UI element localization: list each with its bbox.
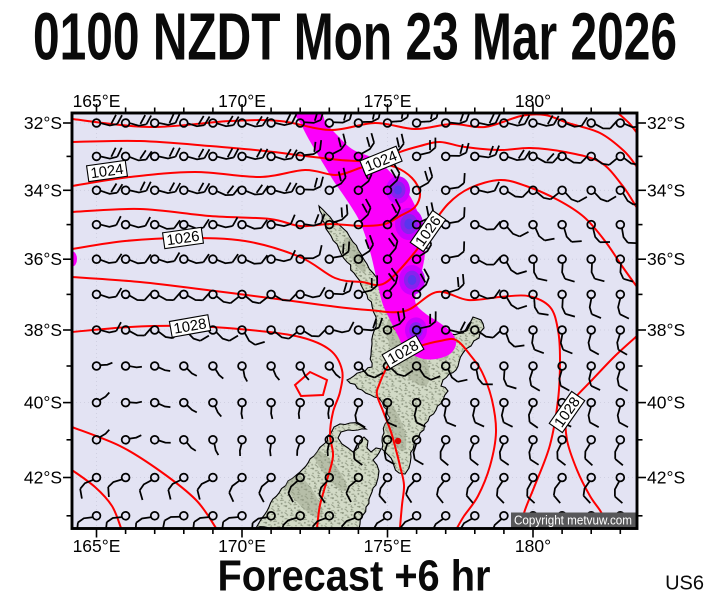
svg-text:1026: 1026 <box>166 229 201 249</box>
svg-text:32°S: 32°S <box>647 113 685 133</box>
svg-text:34°S: 34°S <box>24 180 62 200</box>
svg-text:170°E: 170°E <box>218 536 266 556</box>
svg-text:Copyright metvuw.com: Copyright metvuw.com <box>514 513 632 528</box>
svg-text:180°: 180° <box>515 91 551 111</box>
svg-text:175°E: 175°E <box>364 91 412 111</box>
svg-text:42°S: 42°S <box>647 468 685 488</box>
svg-text:32°S: 32°S <box>24 113 62 133</box>
svg-text:40°S: 40°S <box>647 393 685 413</box>
svg-text:US6: US6 <box>665 573 704 595</box>
svg-text:0100 NZDT Mon 23 Mar 2026: 0100 NZDT Mon 23 Mar 2026 <box>33 0 677 75</box>
svg-text:165°E: 165°E <box>73 536 121 556</box>
svg-text:38°S: 38°S <box>24 320 62 340</box>
svg-text:38°S: 38°S <box>647 320 685 340</box>
svg-text:40°S: 40°S <box>24 393 62 413</box>
svg-text:1024: 1024 <box>90 162 125 182</box>
svg-text:180°: 180° <box>515 536 551 556</box>
svg-text:175°E: 175°E <box>364 536 412 556</box>
svg-text:42°S: 42°S <box>24 468 62 488</box>
svg-text:34°S: 34°S <box>647 180 685 200</box>
svg-text:170°E: 170°E <box>218 91 266 111</box>
svg-text:1028: 1028 <box>173 316 208 337</box>
svg-text:36°S: 36°S <box>24 249 62 269</box>
svg-text:165°E: 165°E <box>73 91 121 111</box>
svg-text:36°S: 36°S <box>647 249 685 269</box>
svg-text:Forecast +6 hr: Forecast +6 hr <box>218 552 491 600</box>
